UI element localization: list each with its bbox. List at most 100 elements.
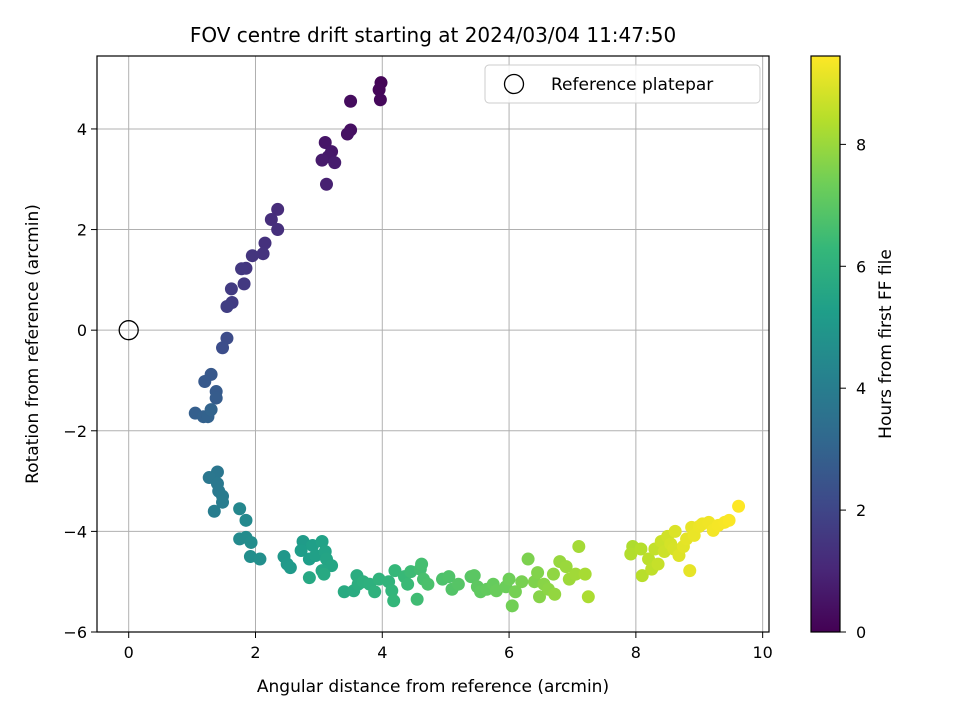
- data-point: [624, 547, 638, 561]
- data-point: [642, 552, 656, 566]
- data-point: [668, 524, 682, 538]
- colorbar-gradient: [810, 55, 841, 633]
- data-point: [451, 577, 465, 591]
- data-point: [325, 559, 339, 573]
- y-tick-label: 4: [77, 120, 87, 139]
- data-point: [722, 513, 736, 527]
- data-point: [224, 282, 238, 296]
- y-tick-label: −4: [63, 522, 87, 541]
- colorbar-label: Hours from first FF file: [876, 249, 896, 439]
- data-point: [373, 93, 387, 107]
- data-point: [271, 202, 285, 216]
- colorbar-tick-label: 2: [856, 501, 866, 520]
- data-point: [216, 495, 230, 509]
- y-axis-label: Rotation from reference (arcmin): [23, 204, 43, 484]
- colorbar-tick-label: 0: [856, 623, 866, 642]
- x-axis-label: Angular distance from reference (arcmin): [257, 677, 609, 697]
- reference-platepar-marker: [118, 320, 139, 341]
- data-point: [344, 94, 358, 108]
- data-point: [372, 83, 386, 97]
- data-point: [271, 223, 285, 237]
- data-point: [264, 212, 278, 226]
- colorbar-ticks: 0 2 4 6 8: [840, 135, 866, 642]
- data-point: [569, 567, 583, 581]
- y-tick-label: 2: [77, 221, 87, 240]
- colorbar-tick-label: 6: [856, 257, 866, 276]
- data-point: [442, 570, 456, 584]
- data-point: [216, 341, 230, 355]
- data-point: [337, 585, 351, 599]
- data-point: [239, 513, 253, 527]
- data-point: [256, 247, 270, 261]
- data-point: [204, 403, 218, 417]
- data-point: [683, 564, 697, 578]
- data-point: [572, 539, 586, 553]
- data-point: [244, 535, 258, 549]
- x-tick-label: 6: [504, 643, 514, 662]
- data-point: [502, 572, 516, 586]
- x-tick-label: 2: [250, 643, 260, 662]
- data-point: [531, 566, 545, 580]
- data-point: [237, 277, 251, 291]
- data-point: [410, 592, 424, 606]
- colorbar-tick-label: 8: [856, 135, 866, 154]
- chart-title: FOV centre drift starting at 2024/03/04 …: [190, 23, 676, 47]
- y-tick-label: 0: [77, 321, 87, 340]
- data-points: [188, 76, 746, 613]
- data-point: [340, 127, 354, 141]
- data-point: [319, 177, 333, 191]
- data-point: [548, 587, 562, 601]
- data-point: [546, 567, 560, 581]
- data-point: [198, 374, 212, 388]
- data-point: [328, 156, 342, 170]
- data-point: [220, 300, 234, 314]
- data-point: [233, 502, 247, 516]
- data-point: [235, 262, 249, 276]
- data-point: [207, 504, 221, 518]
- legend-box: [484, 64, 761, 104]
- plot-area-frame: [96, 55, 770, 633]
- legend: Reference platepar: [484, 64, 761, 104]
- data-point: [635, 569, 649, 583]
- data-point: [387, 594, 401, 608]
- data-point: [578, 567, 592, 581]
- reference-marker: [118, 320, 139, 341]
- data-point: [209, 391, 223, 405]
- data-point: [634, 542, 648, 556]
- data-point: [415, 557, 429, 571]
- data-point: [581, 590, 595, 604]
- x-tick-label: 4: [377, 643, 387, 662]
- data-point: [521, 552, 535, 566]
- data-point: [258, 236, 272, 250]
- data-point: [732, 499, 746, 513]
- y-tick-label: −6: [63, 623, 87, 642]
- y-tick-label: −2: [63, 422, 87, 441]
- x-tick-label: 0: [124, 643, 134, 662]
- data-point: [401, 577, 415, 591]
- data-point: [421, 577, 435, 591]
- data-point: [368, 585, 382, 599]
- x-tick-label: 10: [752, 643, 772, 662]
- data-point: [533, 590, 547, 604]
- x-axis-ticks: 0 2 4 6 8 10: [124, 632, 773, 662]
- data-point: [388, 564, 402, 578]
- data-point: [294, 544, 308, 558]
- colorbar-tick-label: 4: [856, 379, 866, 398]
- data-point: [315, 153, 329, 167]
- x-tick-label: 8: [631, 643, 641, 662]
- data-point: [245, 249, 259, 263]
- data-point: [651, 557, 665, 571]
- data-point: [283, 561, 297, 575]
- data-point: [508, 585, 522, 599]
- legend-marker-icon: [503, 73, 525, 95]
- data-point: [315, 534, 329, 548]
- legend-entry-reference-platepar: Reference platepar: [551, 75, 713, 95]
- data-point: [302, 571, 316, 585]
- y-axis-ticks: −6 −4 −2 0 2 4: [63, 120, 97, 642]
- colorbar: 0 2 4 6 8 Hours from first FF file: [810, 55, 896, 642]
- data-point: [253, 552, 267, 566]
- data-point: [385, 584, 399, 598]
- data-point: [559, 560, 573, 574]
- data-point: [467, 569, 481, 583]
